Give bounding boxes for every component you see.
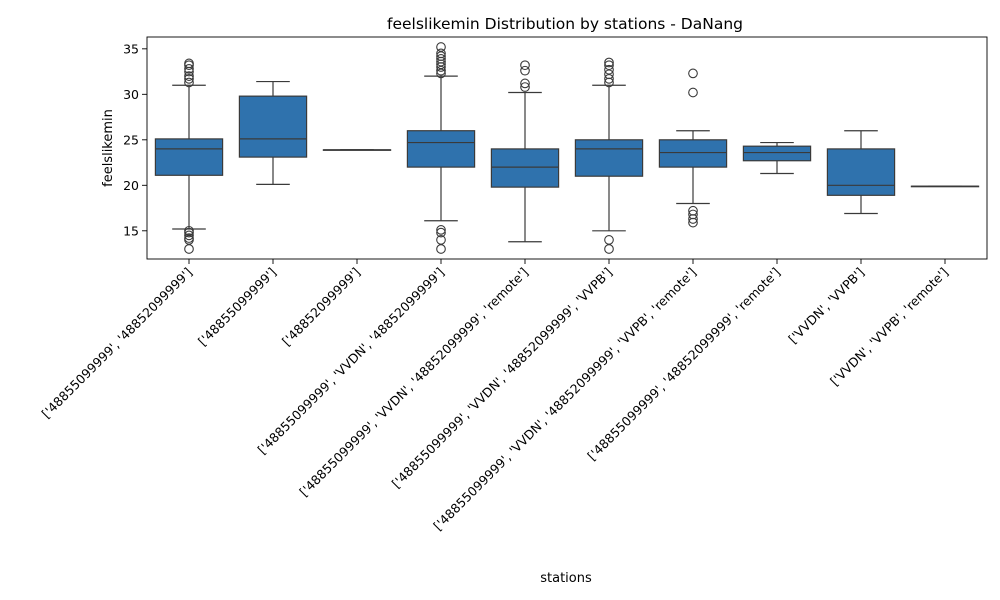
outlier-point (520, 65, 530, 76)
box-group (742, 141, 812, 175)
iqr-box (658, 139, 728, 168)
outlier-point (436, 227, 446, 238)
iqr-box (490, 148, 560, 188)
outlier-point (520, 60, 530, 71)
y-tick-label: 30 (123, 87, 139, 102)
outlier-point (184, 58, 194, 69)
x-axis-label: stations (540, 571, 592, 586)
outlier-point (688, 87, 698, 98)
iqr-box (238, 95, 308, 158)
plot-area (154, 42, 980, 254)
outlier-point (688, 68, 698, 79)
outlier-point (184, 230, 194, 241)
plot-frame (146, 36, 988, 260)
y-axis-label: feelslikemin (101, 109, 116, 187)
outlier-point (184, 244, 194, 254)
outlier-point (604, 235, 614, 245)
box-group (910, 185, 980, 188)
outlier-point (604, 57, 614, 68)
outlier-point (436, 42, 446, 52)
box-group (238, 80, 308, 185)
x-tick-label: ['48855099999'] (195, 265, 279, 349)
outlier-point (184, 74, 194, 84)
x-tick-label: ['48855099999', '48852099999', 'remote'] (584, 265, 783, 464)
iqr-box (742, 145, 812, 162)
outlier-point (688, 209, 698, 220)
box-group (826, 130, 896, 215)
box-group (490, 60, 560, 243)
y-tick-label: 20 (123, 178, 139, 193)
outlier-point (184, 77, 194, 88)
iqr-box (154, 138, 224, 176)
outlier-point (436, 244, 446, 254)
outlier-point (184, 233, 194, 243)
iqr-box (406, 130, 476, 168)
outlier-point (436, 53, 446, 64)
outlier-point (604, 64, 614, 75)
x-tick-label: ['48852099999'] (279, 265, 363, 349)
x-tick-label: ['48855099999', '48852099999'] (39, 265, 196, 422)
outlier-point (604, 244, 614, 254)
y-tick-label: 35 (123, 41, 139, 56)
x-tick-label: ['48855099999', 'VVDN', '48852099999'] (255, 265, 448, 458)
y-tick-label: 25 (123, 132, 139, 147)
outlier-point (436, 235, 446, 245)
box-group (658, 68, 728, 228)
chart-title: feelslikemin Distribution by stations - … (387, 15, 743, 33)
outlier-point (184, 63, 194, 74)
outlier-point (520, 78, 530, 89)
box-group (574, 57, 644, 254)
y-tick-label: 15 (123, 223, 139, 238)
outlier-point (520, 82, 530, 92)
outlier-point (436, 225, 446, 235)
iqr-box (826, 148, 896, 196)
outlier-point (604, 60, 614, 71)
box-group (322, 149, 392, 151)
box-group (154, 58, 224, 254)
outlier-point (688, 205, 698, 216)
outlier-point (184, 225, 194, 236)
x-tick-label: ['VVDN', 'VVPB'] (785, 265, 867, 347)
outlier-point (436, 48, 446, 59)
iqr-box (574, 139, 644, 177)
outlier-point (184, 71, 194, 81)
box-group (406, 42, 476, 254)
